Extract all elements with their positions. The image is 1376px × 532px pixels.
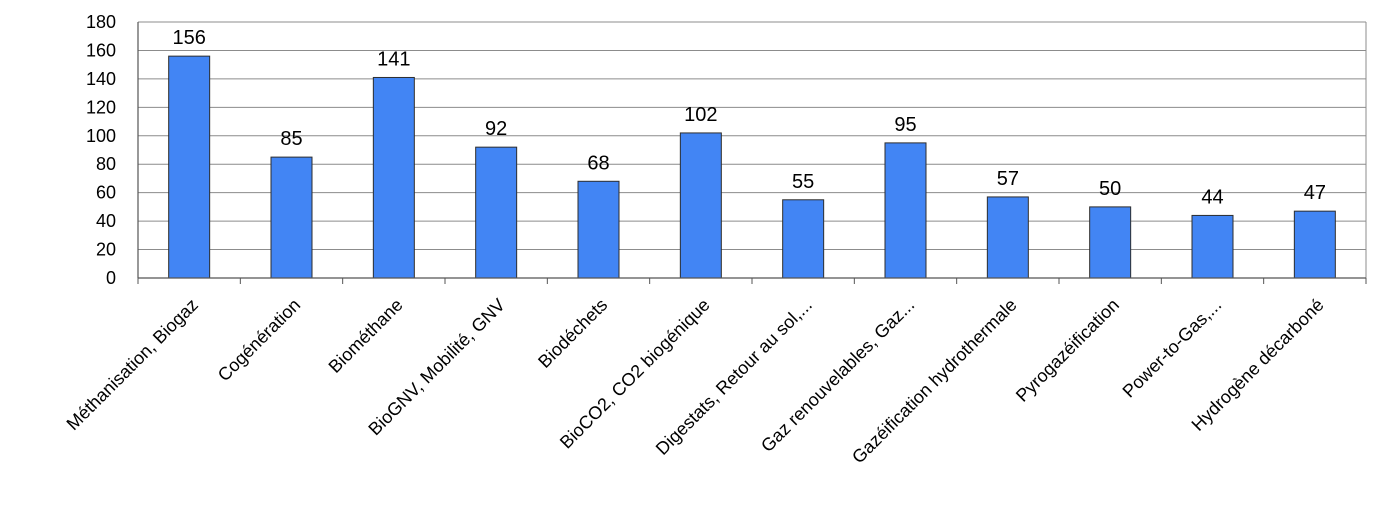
data-label: 44: [1201, 186, 1223, 208]
bar: [884, 142, 927, 279]
y-tick-label: 180: [86, 12, 116, 32]
data-label: 57: [997, 168, 1019, 190]
bar: [372, 76, 415, 279]
x-tick-label: Power-to-Gas,...: [1119, 295, 1226, 402]
data-label: 95: [894, 114, 916, 136]
data-label: 156: [172, 27, 205, 49]
x-tick-label: Pyrogazéification: [1012, 295, 1123, 406]
bars: [168, 55, 1336, 279]
data-label: 50: [1099, 178, 1121, 200]
bar: [1089, 206, 1132, 279]
y-tick-label: 160: [86, 40, 116, 60]
y-tick-label: 120: [86, 97, 116, 117]
data-label: 102: [684, 104, 717, 126]
x-tick-label: Méthanisation, Biogaz: [63, 295, 202, 434]
x-tick-label: Biométhane: [325, 295, 407, 377]
bar: [475, 146, 518, 279]
x-tick-label: Cogénération: [214, 295, 305, 386]
y-tick-labels: 0 20 40 60 80 100 120 140 160 180: [86, 12, 116, 288]
data-label: 68: [587, 152, 609, 174]
axes: [137, 22, 1367, 284]
bar: [679, 132, 722, 279]
bar: [168, 55, 211, 279]
bar: [1293, 210, 1336, 279]
x-tick-label: Gazéification hydrothermale: [848, 295, 1021, 468]
bar: [986, 196, 1029, 279]
bar: [1191, 214, 1234, 279]
data-label: 141: [377, 48, 410, 70]
y-tick-label: 40: [96, 211, 116, 231]
x-tick-labels: Méthanisation, Biogaz Cogénération Biométh…: [63, 295, 1328, 468]
data-labels: 156 85 141 92 68 102 55 95 57 50 44 47: [172, 27, 1325, 208]
bar: [270, 156, 313, 279]
data-label: 85: [280, 128, 302, 150]
y-tick-label: 60: [96, 183, 116, 203]
data-label: 47: [1304, 182, 1326, 204]
y-tick-label: 20: [96, 240, 116, 260]
bar: [782, 199, 825, 279]
data-label: 92: [485, 118, 507, 140]
gridlines: [138, 21, 1366, 251]
bar: [577, 180, 620, 279]
y-tick-label: 0: [106, 268, 116, 288]
y-tick-label: 80: [96, 154, 116, 174]
y-tick-label: 140: [86, 69, 116, 89]
x-tick-label: Biodéchets: [534, 295, 611, 372]
data-label: 55: [792, 171, 814, 193]
y-tick-label: 100: [86, 126, 116, 146]
